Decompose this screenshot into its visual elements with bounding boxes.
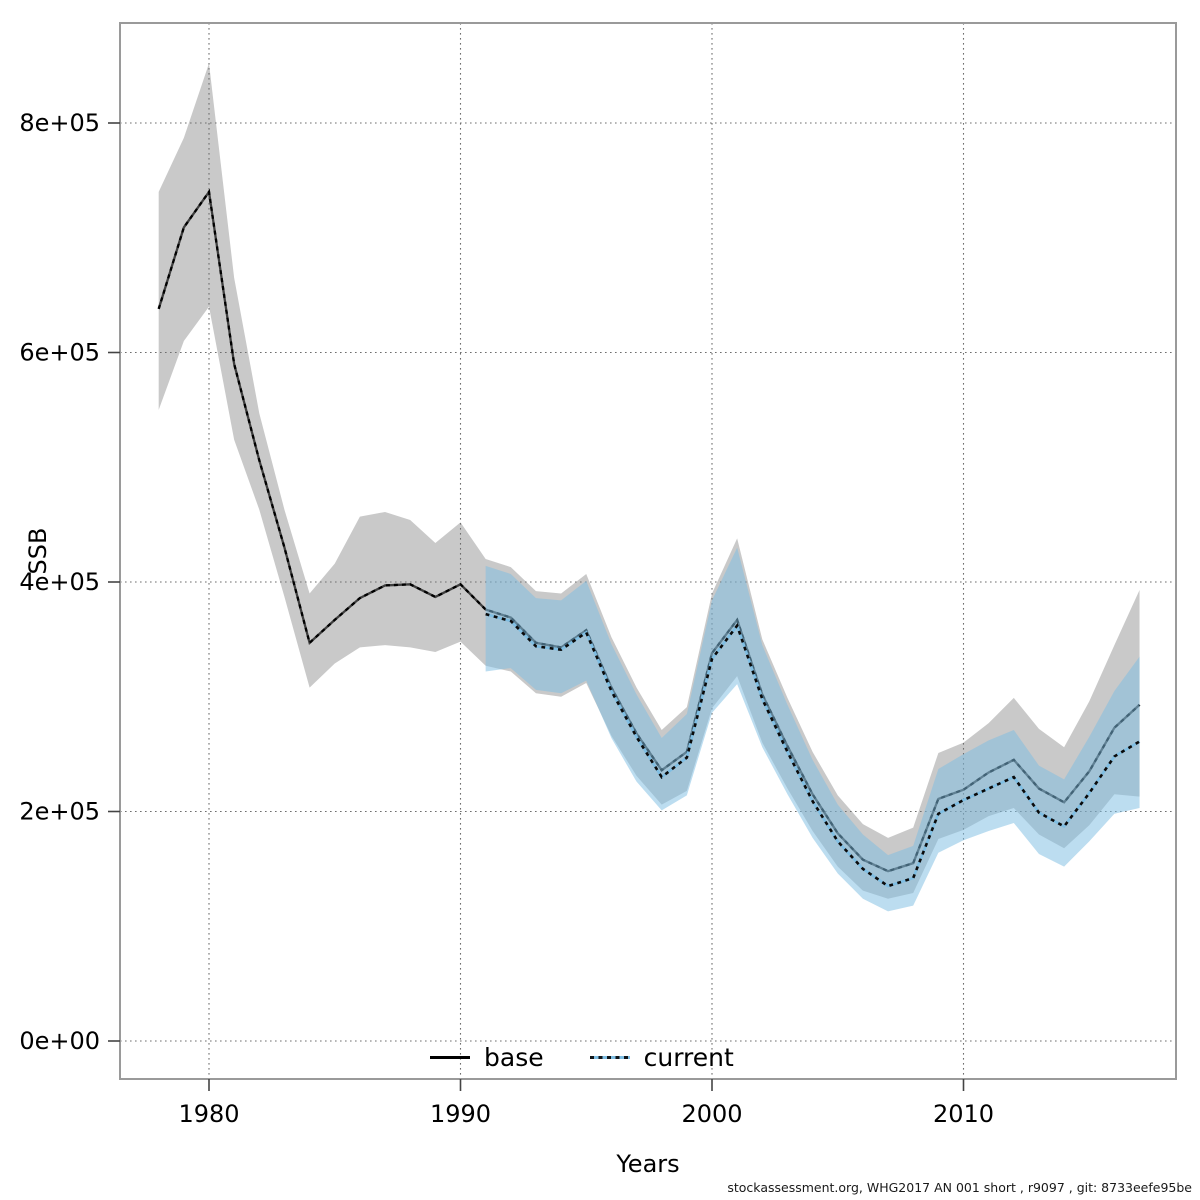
legend-current-label: current (643, 1042, 734, 1072)
x-tick-label: 2010 (933, 1100, 994, 1128)
x-axis-title: Years (616, 1150, 680, 1178)
y-axis-title: SSB (24, 527, 52, 575)
x-tick-label: 1980 (178, 1100, 239, 1128)
legend-current-line-sample (589, 1055, 630, 1059)
legend: base current (430, 1042, 734, 1072)
confidence-band-current (485, 547, 1140, 912)
y-tick-label: 6e+05 (19, 339, 100, 367)
legend-base-line-sample (430, 1055, 470, 1059)
legend-base-label: base (484, 1042, 544, 1072)
y-tick-label: 0e+00 (19, 1027, 100, 1055)
y-tick-label: 8e+05 (19, 109, 100, 137)
y-tick-label: 4e+05 (19, 568, 100, 596)
x-tick-label: 2000 (681, 1100, 742, 1128)
attribution-text: stockassessment.org, WHG2017 AN 001 shor… (727, 1180, 1192, 1195)
plot-border (119, 22, 1177, 1080)
current-series-line (485, 612, 1141, 888)
y-tick-label: 2e+05 (19, 798, 100, 826)
x-tick-label: 1990 (430, 1100, 491, 1128)
